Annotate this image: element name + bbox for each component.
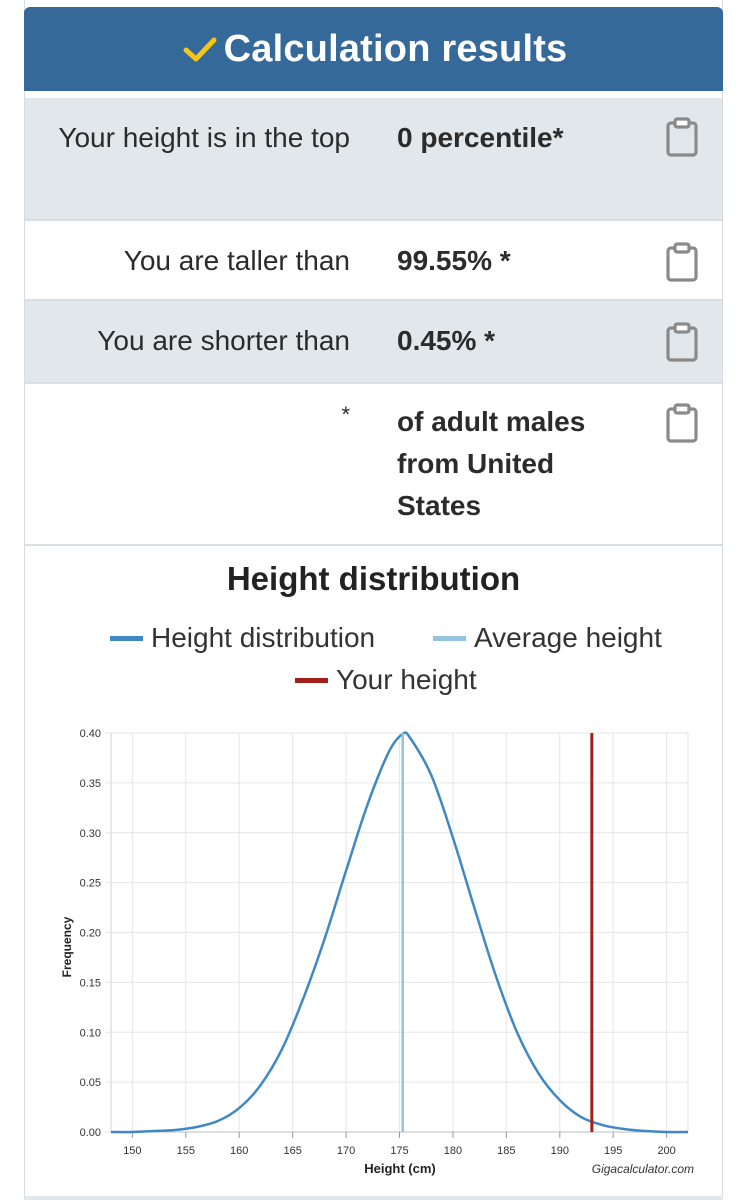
height-distribution-chart: 0.00 0.05 0.10 0.15 0.20 0.25 0.30 0.35 0.40 150…: [60, 728, 694, 1176]
result-row-percentile: Your height is in the top 0 percentile*: [25, 98, 722, 221]
legend-label: Your height: [336, 664, 477, 695]
legend-swatch: [433, 635, 466, 641]
legend-item-average[interactable]: Average height: [433, 622, 662, 654]
clipboard-icon[interactable]: [665, 241, 699, 283]
result-label: You are shorter than: [97, 325, 350, 356]
legend-item-distribution[interactable]: Height distribution: [110, 622, 375, 654]
y-axis-label: Frequency: [60, 916, 74, 977]
clipboard-icon[interactable]: [665, 321, 699, 363]
result-label: *: [341, 402, 350, 427]
footer-strip: [24, 1196, 723, 1200]
x-tick-label: 165: [283, 1145, 301, 1157]
check-icon: [183, 37, 217, 62]
y-tick-label: 0.05: [80, 1077, 101, 1089]
x-tick-label: 155: [177, 1145, 195, 1157]
chart-title: Height distribution: [226, 560, 521, 597]
result-value: 99.55% *: [397, 245, 511, 276]
legend-label: Average height: [474, 622, 662, 653]
x-tick-label: 195: [604, 1145, 622, 1157]
legend-swatch: [110, 635, 143, 641]
legend-swatch: [295, 677, 328, 683]
clipboard-icon[interactable]: [665, 402, 699, 444]
x-tick-label: 150: [123, 1145, 141, 1157]
result-value: of adult males from United States: [397, 406, 586, 521]
chart-marks: [110, 731, 689, 1134]
results-table: Your height is in the top 0 percentile* …: [25, 98, 722, 546]
x-tick-label: 180: [444, 1145, 462, 1157]
y-tick-label: 0.40: [80, 728, 101, 740]
x-tick-label: 170: [337, 1145, 355, 1157]
legend-item-your-height[interactable]: Your height: [295, 664, 477, 696]
y-tick-label: 0.10: [80, 1027, 101, 1039]
y-tick-label: 0.15: [80, 977, 101, 989]
x-axis: 150 155 160 165 170 175 180 185 190 195 200: [123, 1132, 676, 1157]
x-tick-label: 175: [390, 1145, 408, 1157]
results-header: Calculation results: [24, 7, 723, 91]
x-tick-label: 190: [551, 1145, 569, 1157]
x-axis-label: Height (cm): [364, 1161, 436, 1176]
y-tick-label: 0.20: [80, 928, 101, 940]
result-row-taller: You are taller than 99.55% *: [25, 221, 722, 301]
y-tick-label: 0.30: [80, 828, 101, 840]
result-value: 0 percentile*: [397, 122, 564, 153]
chart-credit: Gigacalculator.com: [592, 1162, 694, 1176]
result-row-shorter: You are shorter than 0.45% *: [25, 301, 722, 384]
x-tick-label: 185: [497, 1145, 515, 1157]
legend-label: Height distribution: [151, 622, 376, 653]
x-tick-label: 200: [657, 1145, 675, 1157]
y-tick-label: 0.35: [80, 778, 101, 790]
results-panel: [24, 0, 723, 1200]
y-tick-label: 0.00: [80, 1127, 101, 1139]
results-title: Calculation results: [223, 27, 568, 70]
result-row-population: * of adult males from United States: [25, 384, 722, 546]
result-value: 0.45% *: [397, 325, 496, 356]
clipboard-icon[interactable]: [665, 116, 699, 158]
chart-grid: [105, 732, 689, 1133]
result-label: Your height is in the top: [58, 122, 350, 153]
y-tick-label: 0.25: [80, 878, 101, 890]
result-label: You are taller than: [123, 245, 350, 276]
x-tick-label: 160: [230, 1145, 248, 1157]
y-axis: 0.00 0.05 0.10 0.15 0.20 0.25 0.30 0.35 0.40: [80, 728, 101, 1139]
